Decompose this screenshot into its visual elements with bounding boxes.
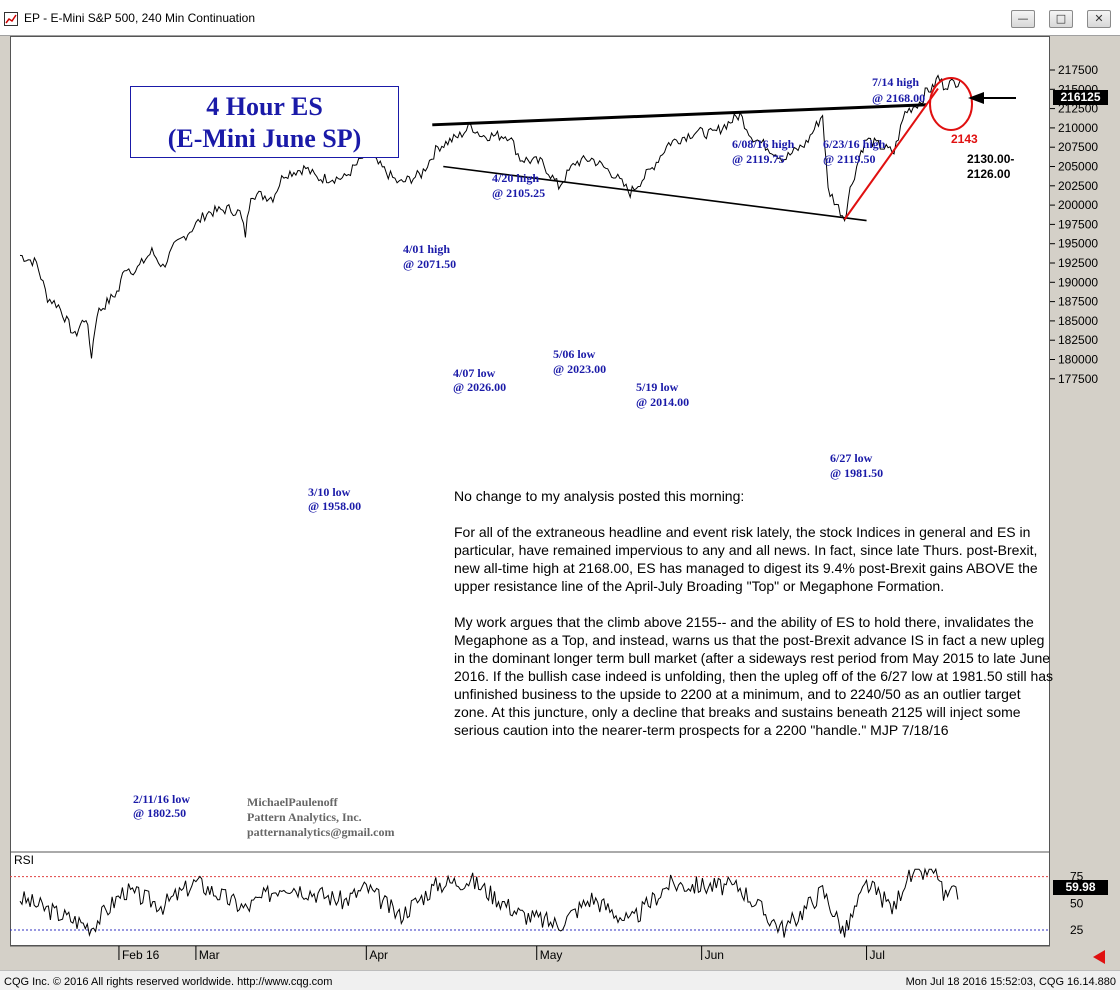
annotation-0506-line2: @ 2023.00 <box>553 362 606 376</box>
high-highlight-circle <box>929 77 973 131</box>
commentary-paragraph-2: For all of the extraneous headline and e… <box>454 524 1038 594</box>
footer-copyright: CQG Inc. © 2016 All rights reserved worl… <box>4 976 333 988</box>
y-tick-label: 197500 <box>1058 217 1098 231</box>
annotation-0608-line2: @ 2119.75 <box>732 152 785 166</box>
x-tick-label: Mar <box>199 948 220 962</box>
commentary-paragraph-1: No change to my analysis posted this mor… <box>454 488 745 504</box>
annotation-0627-line1: 6/27 low <box>830 451 873 465</box>
minimize-button[interactable]: — <box>1011 10 1035 28</box>
rsi-label: RSI <box>14 853 35 867</box>
footer-timestamp: Mon Jul 18 2016 15:52:03, CQG 16.14.880 <box>905 976 1116 988</box>
commentary-paragraph-3: My work argues that the climb above 2155… <box>454 614 1054 738</box>
y-tick-label: 210000 <box>1058 121 1098 135</box>
x-tick-label: Jun <box>705 948 724 962</box>
trendline <box>432 103 928 127</box>
y-axis: 2175002150002125002100002075002050002025… <box>1050 63 1098 386</box>
annotation-0627-line2: @ 1981.50 <box>830 466 883 480</box>
current-price-arrow-icon <box>968 92 1016 104</box>
y-tick-label: 185000 <box>1058 314 1098 328</box>
x-axis: Feb 16 Mar Apr May Jun Jul <box>118 946 885 962</box>
status-footer: CQG Inc. © 2016 All rights reserved worl… <box>0 970 1120 990</box>
close-button[interactable]: ✕ <box>1087 10 1111 28</box>
chart-app-icon <box>4 12 18 26</box>
y-tick-label: 190000 <box>1058 275 1098 289</box>
annotation-0211-line2: @ 1802.50 <box>133 806 186 820</box>
annotation-0407-line2: @ 2026.00 <box>453 380 506 394</box>
x-tick-label: Jul <box>870 948 885 962</box>
annotation-0407-line1: 4/07 low <box>453 366 496 380</box>
y-tick-label: 202500 <box>1058 179 1098 193</box>
annotation-0623-line1: 6/23/16 high <box>823 137 886 151</box>
window-title: EP - E-Mini S&P 500, 240 Min Continuatio… <box>24 11 256 25</box>
annotation-0506-line1: 5/06 low <box>553 347 596 361</box>
annotation-0519-line1: 5/19 low <box>636 380 679 394</box>
chart-title-line2: (E-Mini June SP) <box>167 124 362 153</box>
y-tick-label: 205000 <box>1058 160 1098 174</box>
y-tick-label: 187500 <box>1058 295 1098 309</box>
y-tick-label: 180000 <box>1058 353 1098 367</box>
rsi-tick-label: 50 <box>1070 896 1084 910</box>
rsi-value-readout: 59.98 <box>1053 880 1108 895</box>
y-tick-label: 177500 <box>1058 372 1098 386</box>
annotation-0310-line2: @ 1958.00 <box>308 499 361 513</box>
credit-company: Pattern Analytics, Inc. <box>247 810 362 824</box>
annotation-2143: 2143 <box>951 132 978 146</box>
y-tick-label: 192500 <box>1058 256 1098 270</box>
y-tick-label: 182500 <box>1058 333 1098 347</box>
chart-title-line1: 4 Hour ES <box>206 92 323 121</box>
author-credits: MichaelPaulenoff Pattern Analytics, Inc.… <box>247 795 394 840</box>
annotation-0714-line2: @ 2168.00 <box>872 91 925 105</box>
trendlines <box>432 87 939 222</box>
annotation-0420-line2: @ 2105.25 <box>492 186 545 200</box>
annotation-2130-line2: 2126.00 <box>967 167 1011 181</box>
annotation-0401-line1: 4/01 high <box>403 242 450 256</box>
price-series <box>19 74 961 359</box>
annotation-0623-line2: @ 2119.50 <box>823 152 876 166</box>
y-tick-label: 207500 <box>1058 140 1098 154</box>
y-tick-label: 200000 <box>1058 198 1098 212</box>
price-line <box>19 74 961 359</box>
last-price-readout: 216125 <box>1053 90 1108 105</box>
annotation-0420-line1: 4/20 high <box>492 171 539 185</box>
credit-name: MichaelPaulenoff <box>247 795 338 809</box>
annotation-0211-line1: 2/11/16 low <box>133 792 190 806</box>
x-tick-label: May <box>540 948 563 962</box>
credit-email: patternanalytics@gmail.com <box>247 825 395 839</box>
rsi-line <box>19 867 959 938</box>
annotation-2130-line1: 2130.00- <box>967 152 1014 166</box>
annotation-0401-line2: @ 2071.50 <box>403 257 456 271</box>
annotation-0608-line1: 6/08/16 high <box>732 137 795 151</box>
analysis-commentary: No change to my analysis posted this mor… <box>454 487 1054 757</box>
window-titlebar: EP - E-Mini S&P 500, 240 Min Continuatio… <box>0 0 1120 36</box>
annotation-0714-line1: 7/14 high <box>872 75 919 89</box>
x-tick-label: Apr <box>369 948 388 962</box>
restore-button[interactable]: □ <box>1049 10 1073 28</box>
x-tick-label: Feb 16 <box>122 948 160 962</box>
trendline <box>843 87 939 220</box>
y-tick-label: 212500 <box>1058 102 1098 116</box>
chart-title-box: 4 Hour ES (E-Mini June SP) <box>130 86 399 158</box>
y-tick-label: 217500 <box>1058 63 1098 77</box>
scroll-right-arrow-icon[interactable] <box>1093 950 1105 964</box>
y-tick-label: 195000 <box>1058 237 1098 251</box>
annotation-0310-line1: 3/10 low <box>308 485 351 499</box>
annotation-0519-line2: @ 2014.00 <box>636 395 689 409</box>
rsi-tick-label: 25 <box>1070 923 1084 937</box>
trendline <box>443 165 867 222</box>
